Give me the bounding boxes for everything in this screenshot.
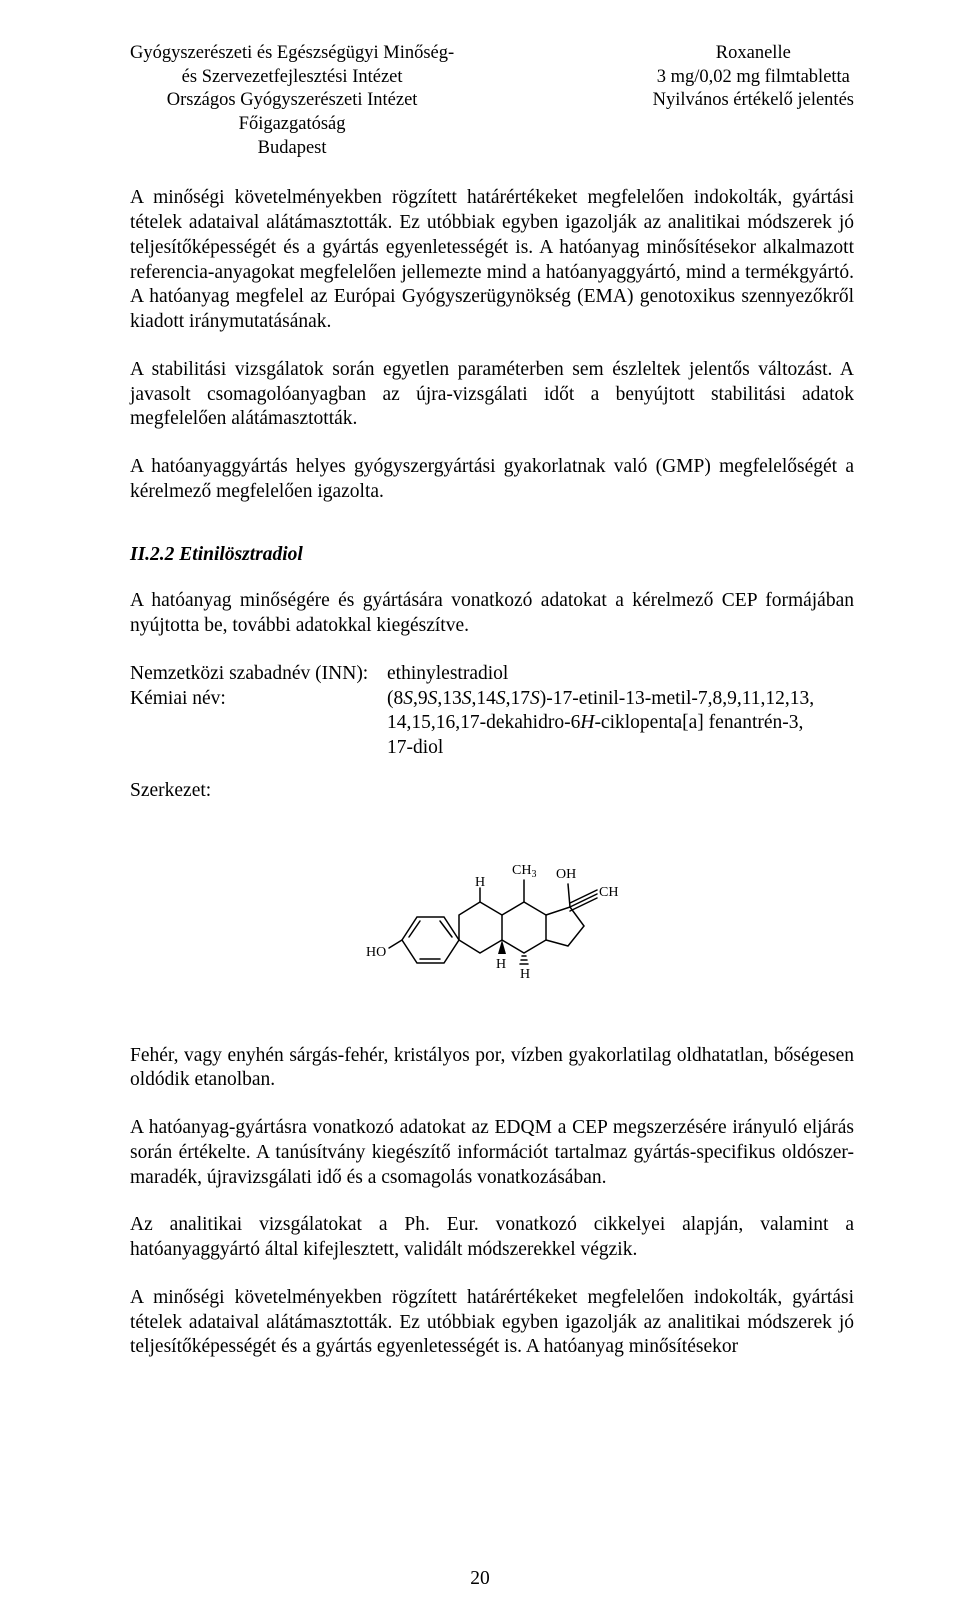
paragraph: Az analitikai vizsgálatokat a Ph. Eur. v… xyxy=(130,1213,854,1263)
page-number: 20 xyxy=(0,1568,960,1590)
chemical-structure-icon: HO OH CH3 CH H H H xyxy=(362,822,622,992)
header-right: Roxanelle 3 mg/0,02 mg filmtabletta Nyil… xyxy=(653,42,854,160)
italic-s: S xyxy=(428,688,438,709)
label-ch3: CH3 xyxy=(512,863,536,880)
kv-value: ethinylestradiol xyxy=(387,662,854,687)
paragraph: A hatóanyaggyártás helyes gyógyszergyárt… xyxy=(130,455,854,505)
paragraph: A hatóanyag minőségére és gyártására von… xyxy=(130,589,854,639)
label-ho: HO xyxy=(366,945,386,960)
kv-key: Kémiai név: xyxy=(130,687,387,761)
label-ch: CH xyxy=(599,885,618,900)
italic-s: S xyxy=(496,688,506,709)
text: ,13 xyxy=(437,688,461,709)
document-page: Gyógyszerészeti és Egészségügyi Minőség-… xyxy=(0,0,960,1620)
header-left: Gyógyszerészeti és Egészségügyi Minőség-… xyxy=(130,42,454,160)
label-h: H xyxy=(520,967,530,982)
section-heading: II.2.2 Etinilösztradiol xyxy=(130,543,854,568)
text: ,17 xyxy=(506,688,530,709)
kv-row-inn: Nemzetközi szabadnév (INN): ethinylestra… xyxy=(130,662,854,687)
text: -ciklopenta[a] fenantrén-3, xyxy=(594,712,803,733)
header-left-line: Budapest xyxy=(130,137,454,161)
kv-key: Nemzetközi szabadnév (INN): xyxy=(130,662,387,687)
text: 14,15,16,17-dekahidro-6 xyxy=(387,712,580,733)
italic-s: S xyxy=(530,688,540,709)
paragraph: Fehér, vagy enyhén sárgás-fehér, kristál… xyxy=(130,1044,854,1094)
kv-value: (8S,9S,13S,14S,17S)-17-etinil-13-metil-7… xyxy=(387,687,854,761)
paragraph: A stabilitási vizsgálatok során egyetlen… xyxy=(130,358,854,432)
header-left-line: Gyógyszerészeti és Egészségügyi Minőség- xyxy=(130,42,454,66)
text: ,9 xyxy=(413,688,428,709)
header-right-line: Roxanelle xyxy=(653,42,854,66)
header-left-line: és Szervezetfejlesztési Intézet xyxy=(130,66,454,90)
header-left-line: Főigazgatóság xyxy=(130,113,454,137)
label-h: H xyxy=(496,957,506,972)
paragraph: A minőségi követelményekben rögzített ha… xyxy=(130,186,854,335)
header-right-line: Nyilvános értékelő jelentés xyxy=(653,89,854,113)
header-right-line: 3 mg/0,02 mg filmtabletta xyxy=(653,66,854,90)
header-left-line: Országos Gyógyszerészeti Intézet xyxy=(130,89,454,113)
page-header: Gyógyszerészeti és Egészségügyi Minőség-… xyxy=(130,42,854,160)
document-body: A minőségi követelményekben rögzített ha… xyxy=(130,186,854,1360)
structure-label: Szerkezet: xyxy=(130,779,854,804)
text: 17-diol xyxy=(387,737,443,758)
text: (8 xyxy=(387,688,403,709)
paragraph: A minőségi követelményekben rögzített ha… xyxy=(130,1286,854,1360)
kv-row-chemname: Kémiai név: (8S,9S,13S,14S,17S)-17-etini… xyxy=(130,687,854,761)
italic-s: S xyxy=(462,688,472,709)
italic-s: S xyxy=(403,688,413,709)
italic-h: H xyxy=(580,712,594,733)
text: )-17-etinil-13-metil-7,8,9,11,12,13, xyxy=(540,688,814,709)
text: ,14 xyxy=(472,688,496,709)
label-h: H xyxy=(475,875,485,890)
label-oh: OH xyxy=(556,867,576,882)
paragraph: A hatóanyag-gyártásra vonatkozó adatokat… xyxy=(130,1116,854,1190)
